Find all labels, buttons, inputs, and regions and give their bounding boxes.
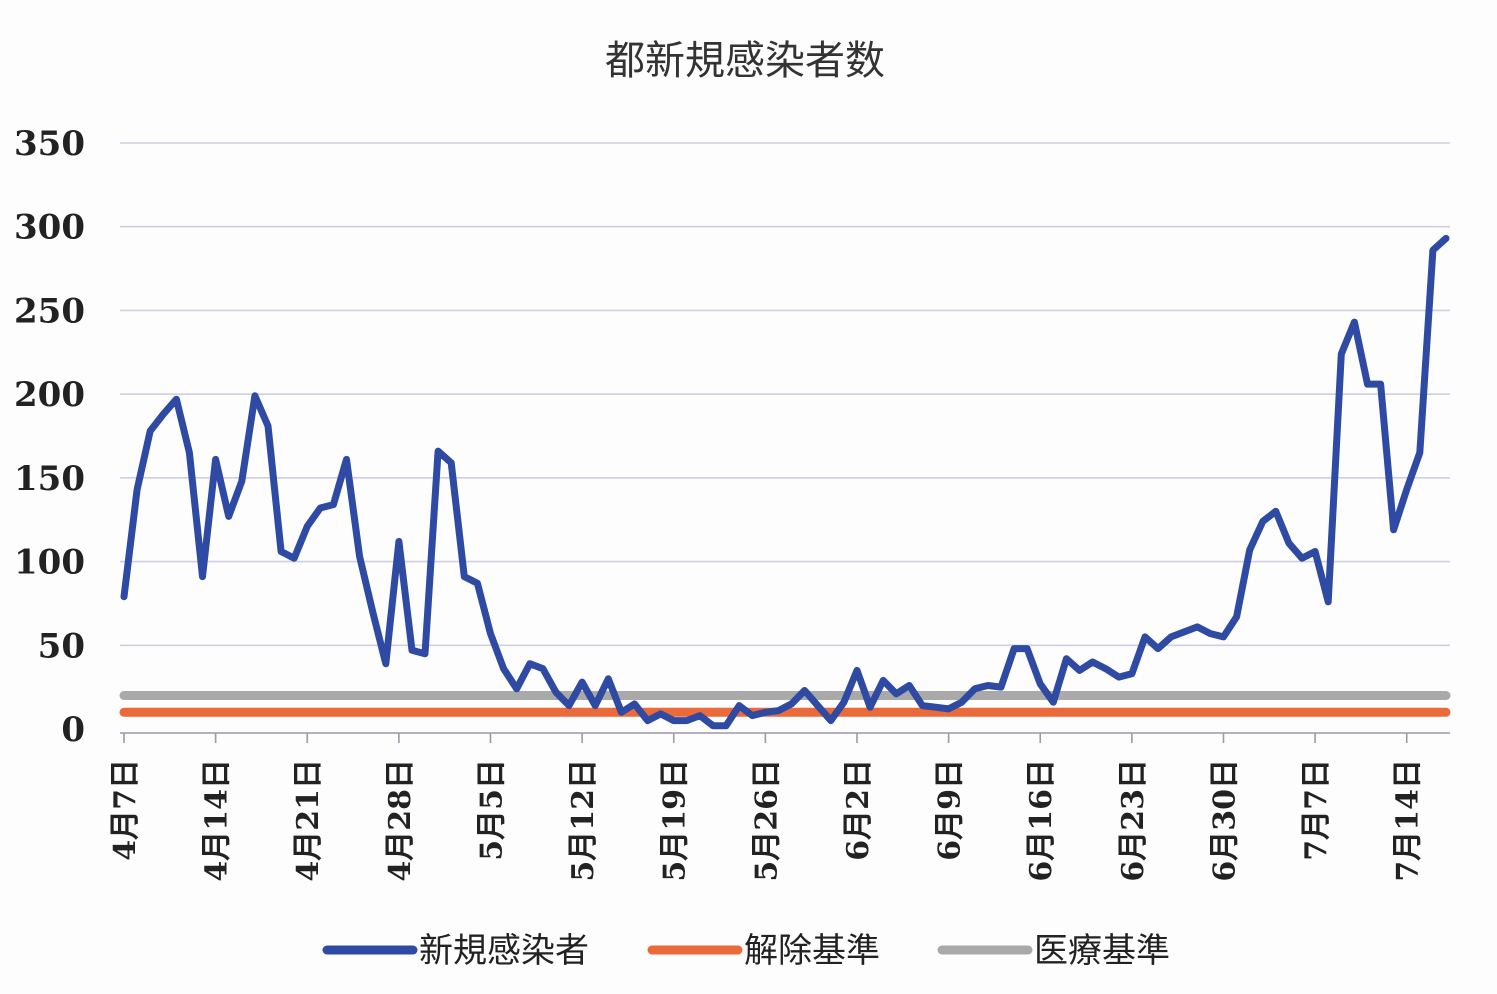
x-tick-label: 6月30日 [1207,759,1242,882]
x-tick-label: 6月2日 [841,759,876,861]
y-tick-label: 350 [14,124,85,164]
x-tick-label: 7月7日 [1299,759,1334,861]
legend-label-1: 新規感染者 [419,931,589,971]
series-line-1 [120,234,1450,730]
x-tick-label: 5月26日 [749,759,784,882]
x-tick-label: 5月12日 [566,759,601,882]
x-tick-label: 4月28日 [383,759,418,882]
y-tick-label: 200 [14,375,85,415]
y-tick-label: 100 [14,543,85,583]
legend-label-3: 医療基準 [1034,931,1170,971]
x-tick-label: 4月14日 [200,759,235,882]
y-tick-label: 150 [14,459,85,499]
x-tick-label: 7月14日 [1391,759,1426,882]
gridlines [120,142,1450,743]
legend: 新規感染者 解除基準 医療基準 [322,931,1170,971]
x-tick-label: 4月7日 [108,759,143,861]
y-tick-label: 0 [61,710,85,750]
y-tick-label: 250 [14,291,85,331]
x-tick-label: 6月16日 [1024,759,1059,882]
x-tick-label: 5月19日 [658,759,693,882]
x-tick-label: 6月23日 [1116,759,1151,882]
chart-title: 都新規感染者数 [605,38,885,84]
legend-label-2: 解除基準 [744,931,880,971]
x-tick-label: 6月9日 [933,759,968,861]
x-tick-label: 4月21日 [291,759,326,882]
y-axis-tick-labels: 0 50 100 150 200 250 300 350 [14,124,85,750]
x-axis-tick-labels: 4月7日 4月14日 4月21日 4月28日 5月5日 5月12日 5月19日 5月26日 6月… [108,759,1426,882]
y-tick-label: 50 [38,626,85,666]
x-tick-label: 5月5日 [474,759,509,861]
y-tick-label: 300 [14,208,85,248]
series-lines [119,234,1451,730]
